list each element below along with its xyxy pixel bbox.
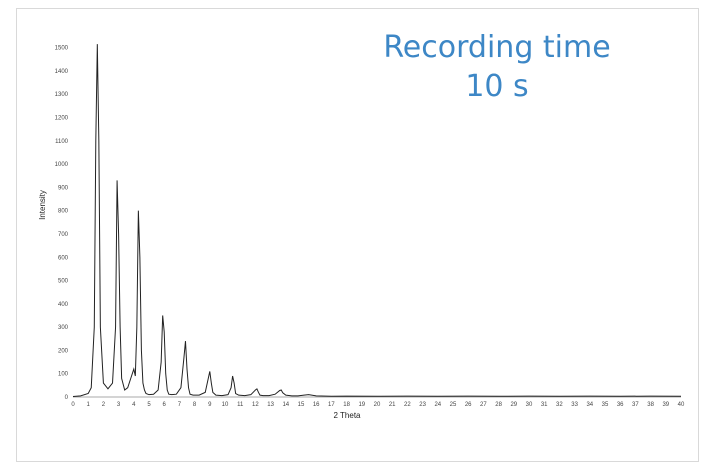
x-tick-label: 39 xyxy=(662,402,669,408)
y-tick-label: 400 xyxy=(58,302,69,308)
x-tick-label: 13 xyxy=(267,402,274,408)
x-tick-label: 27 xyxy=(480,402,487,408)
x-tick-label: 38 xyxy=(647,402,654,408)
x-tick-label: 30 xyxy=(526,402,533,408)
y-tick-label: 600 xyxy=(58,255,69,261)
y-tick-label: 300 xyxy=(58,325,69,331)
x-tick-label: 10 xyxy=(222,402,229,408)
x-tick-label: 20 xyxy=(374,402,381,408)
x-tick-label: 12 xyxy=(252,402,259,408)
x-tick-label: 36 xyxy=(617,402,624,408)
y-tick-label: 700 xyxy=(58,232,69,238)
y-tick-label: 1200 xyxy=(55,116,69,122)
x-tick-label: 24 xyxy=(434,402,441,408)
x-tick-label: 26 xyxy=(465,402,472,408)
x-tick-label: 3 xyxy=(117,402,121,408)
x-tick-label: 22 xyxy=(404,402,411,408)
chart-frame xyxy=(16,8,699,462)
x-tick-label: 11 xyxy=(237,402,244,408)
x-axis-ticks: 0 1 2 3 4 5 6 7 8 9 10 11 12 13 14 15 16 17 18 19 20 21 22 23 24… xyxy=(71,402,685,408)
y-tick-label: 1000 xyxy=(55,162,69,168)
annotation-line-2: 10 s xyxy=(465,69,528,104)
x-tick-label: 2 xyxy=(102,402,106,408)
x-tick-label: 9 xyxy=(208,402,212,408)
x-tick-label: 28 xyxy=(495,402,502,408)
x-axis-label: 2 Theta xyxy=(334,411,362,420)
annotation-line-1: Recording time xyxy=(383,30,610,65)
x-tick-label: 4 xyxy=(132,402,136,408)
x-tick-label: 5 xyxy=(147,402,151,408)
x-tick-label: 34 xyxy=(586,402,593,408)
y-tick-label: 500 xyxy=(58,279,69,285)
y-tick-label: 1300 xyxy=(55,92,69,98)
x-tick-label: 15 xyxy=(298,402,305,408)
x-tick-label: 40 xyxy=(678,402,685,408)
y-tick-label: 200 xyxy=(58,348,69,354)
x-tick-label: 8 xyxy=(193,402,197,408)
y-tick-label: 1500 xyxy=(55,46,69,52)
x-tick-label: 0 xyxy=(71,402,75,408)
y-tick-label: 1400 xyxy=(55,69,69,75)
x-tick-label: 17 xyxy=(328,402,335,408)
x-tick-label: 37 xyxy=(632,402,639,408)
x-tick-label: 32 xyxy=(556,402,563,408)
x-tick-label: 18 xyxy=(343,402,350,408)
x-tick-label: 31 xyxy=(541,402,548,408)
x-tick-label: 19 xyxy=(358,402,365,408)
y-tick-label: 1100 xyxy=(55,139,69,145)
y-tick-label: 0 xyxy=(65,395,69,401)
x-tick-label: 21 xyxy=(389,402,396,408)
y-axis-label: Intensity xyxy=(38,190,47,220)
x-tick-label: 7 xyxy=(178,402,182,408)
x-tick-label: 23 xyxy=(419,402,426,408)
y-tick-label: 100 xyxy=(58,372,69,378)
x-tick-label: 6 xyxy=(163,402,167,408)
x-tick-label: 35 xyxy=(602,402,609,408)
x-tick-label: 25 xyxy=(450,402,457,408)
y-tick-label: 900 xyxy=(58,185,69,191)
x-tick-label: 14 xyxy=(282,402,289,408)
x-tick-label: 29 xyxy=(510,402,517,408)
x-tick-label: 16 xyxy=(313,402,320,408)
y-tick-label: 800 xyxy=(58,209,69,215)
y-axis-ticks: 0 100 200 300 400 500 600 700 800 900 1000 1100 1200… xyxy=(55,46,69,401)
x-tick-label: 33 xyxy=(571,402,578,408)
x-tick-label: 1 xyxy=(87,402,91,408)
series-line xyxy=(72,44,682,398)
